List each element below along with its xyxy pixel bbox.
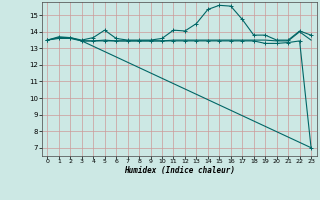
X-axis label: Humidex (Indice chaleur): Humidex (Indice chaleur) [124,166,235,175]
